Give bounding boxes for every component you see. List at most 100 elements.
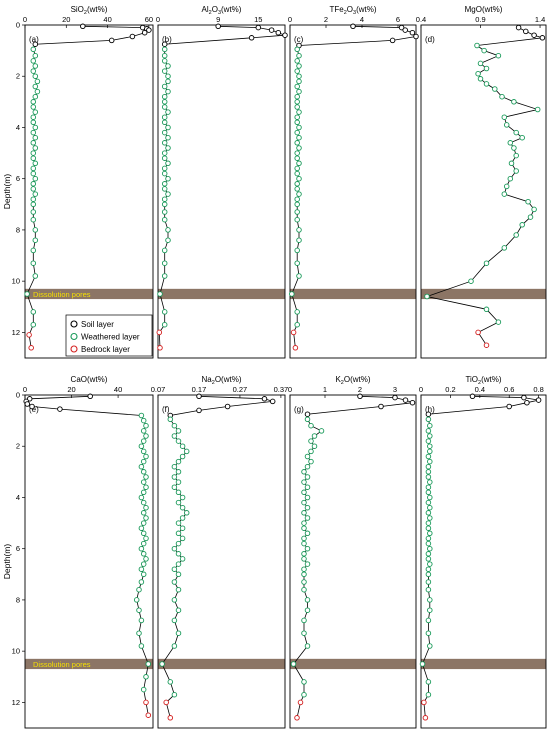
bedrock-layer-point — [167, 715, 174, 721]
weathered-layer-point — [140, 479, 147, 485]
weathered-layer-point — [30, 140, 37, 146]
weathered-layer-point — [301, 469, 307, 475]
weathered-layer-point — [296, 63, 302, 69]
weathered-layer-point — [296, 78, 302, 85]
weathered-layer-point — [161, 140, 168, 146]
weathered-layer-point — [425, 540, 432, 547]
x-tick-label: 40 — [103, 15, 111, 24]
y-tick-label: 0 — [16, 21, 20, 30]
weathered-layer-point — [427, 545, 433, 552]
panel-title: K2O(wt%) — [335, 375, 370, 386]
weathered-layer-point — [32, 63, 39, 69]
weathered-layer-point — [301, 535, 307, 542]
legend-label: Weathered layer — [81, 333, 140, 342]
weathered-layer-point — [425, 566, 432, 572]
weathered-layer-point — [296, 124, 302, 131]
soil-layer-point — [26, 396, 33, 402]
x-tick-label: 0 — [156, 15, 160, 24]
weathered-layer-point — [425, 556, 432, 562]
weathered-layer-point — [419, 661, 426, 667]
weathered-layer-point — [30, 46, 37, 53]
weathered-layer-point — [32, 191, 39, 197]
weathered-layer-point — [311, 433, 318, 439]
weathered-layer-point — [161, 68, 168, 74]
weathered-layer-point — [171, 433, 178, 439]
weathered-layer-point — [513, 129, 519, 136]
panel-letter: (f) — [162, 405, 170, 414]
weathered-layer-point — [143, 453, 149, 460]
weathered-layer-point — [425, 571, 432, 578]
weathered-layer-point — [304, 643, 311, 649]
weathered-layer-point — [425, 535, 432, 542]
weathered-layer-point — [30, 114, 37, 120]
weathered-layer-point — [427, 643, 433, 649]
weathered-layer-point — [294, 260, 300, 266]
weathered-layer-point — [161, 104, 168, 110]
x-tick-label: 0.9 — [475, 15, 485, 24]
weathered-layer-point — [304, 474, 311, 480]
weathered-layer-point — [32, 237, 39, 243]
soil-layer-point — [389, 37, 396, 44]
weathered-layer-point — [175, 479, 182, 485]
title-text: (wt%) — [481, 375, 502, 384]
title-text: MgO(wt%) — [465, 5, 503, 14]
x-tick-label: 0 — [288, 15, 292, 24]
weathered-layer-point — [143, 535, 149, 542]
weathered-layer-point — [425, 474, 432, 480]
legend: Soil layer Weathered layer Bedrock layer — [65, 314, 153, 357]
soil-layer-point — [409, 399, 416, 406]
weathered-layer-point — [289, 291, 295, 297]
soil-layer-point — [304, 411, 311, 417]
weathered-layer-point — [165, 88, 171, 95]
bedrock-layer-point — [294, 715, 300, 721]
weathered-layer-point — [138, 412, 145, 419]
soil-layer-point — [469, 393, 476, 400]
weathered-layer-point — [161, 150, 168, 156]
weathered-layer-point — [304, 530, 311, 537]
weathered-layer-point — [161, 170, 168, 177]
weathered-layer-point — [477, 60, 484, 67]
weathered-layer-point — [427, 597, 433, 603]
y-tick-label: 10 — [12, 277, 20, 286]
weathered-layer-point — [290, 661, 297, 667]
weathered-layer-point — [503, 122, 510, 128]
title-text: SiO — [71, 5, 84, 14]
weathered-layer-point — [294, 196, 300, 202]
weathered-layer-point — [294, 309, 300, 315]
weathered-layer-point — [425, 416, 432, 423]
weathered-layer-point — [427, 530, 433, 537]
weathered-layer-point — [427, 494, 433, 501]
weathered-layer-point — [425, 510, 432, 516]
soil-layer-point — [392, 394, 398, 401]
weathered-layer-point — [140, 510, 147, 516]
x-tick-label: 40 — [114, 385, 122, 394]
legend-box — [65, 314, 153, 357]
weathered-layer-point — [179, 515, 186, 521]
y-tick-label: 4 — [16, 123, 20, 132]
x-tick-label: 4 — [360, 15, 364, 24]
weathered-layer-point — [301, 540, 307, 547]
weathered-layer-point — [175, 586, 182, 593]
x-tick-label: 2 — [358, 385, 362, 394]
plot-frame — [157, 394, 286, 729]
weathered-layer-point — [296, 73, 302, 79]
weathered-layer-point — [165, 145, 171, 151]
weathered-layer-point — [296, 175, 302, 182]
panel-letter: (c) — [294, 35, 304, 44]
weathered-layer-point — [534, 106, 541, 113]
weathered-layer-point — [30, 181, 37, 187]
weathered-layer-point — [301, 617, 307, 624]
weathered-layer-point — [304, 545, 311, 552]
weathered-layer-point — [179, 556, 186, 562]
weathered-layer-point — [481, 47, 487, 54]
soil-layer-point — [515, 24, 522, 31]
bedrock-layer-point — [297, 699, 304, 706]
weathered-layer-point — [525, 198, 531, 205]
weathered-layer-point — [143, 474, 149, 480]
x-tick-label: 0.4 — [416, 15, 426, 24]
legend-marker — [70, 332, 78, 341]
weathered-layer-point — [294, 129, 300, 136]
weathered-layer-point — [140, 438, 147, 444]
weathered-layer-point — [304, 515, 311, 521]
weathered-layer-point — [296, 227, 302, 233]
